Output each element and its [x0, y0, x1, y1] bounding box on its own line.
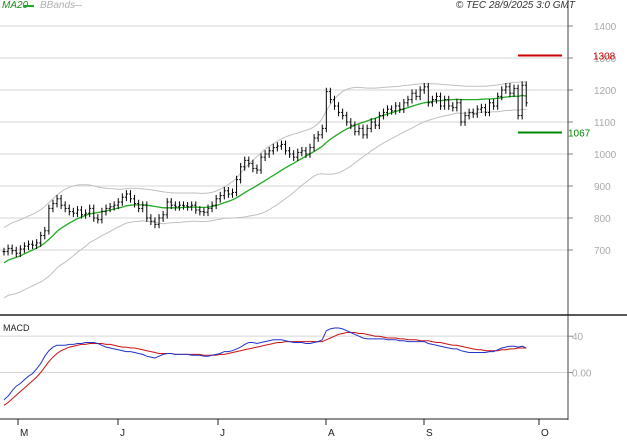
level-label: 1067	[568, 129, 591, 140]
price-tick-label: 1300	[594, 54, 617, 65]
level-label: 1308	[593, 51, 616, 62]
price-bars	[2, 81, 528, 258]
macd-title: MACD	[3, 323, 30, 333]
legend-ma20-swatch	[24, 5, 34, 7]
macd-tick-label: 0.00	[572, 369, 592, 380]
legend-bbands-swatch	[72, 5, 82, 6]
month-label: A	[328, 428, 335, 439]
level-lines	[518, 54, 562, 134]
macd-line	[3, 327, 527, 401]
price-tick-label: 1100	[594, 118, 616, 129]
month-label: M	[20, 428, 28, 439]
macd-signal-line	[3, 332, 527, 406]
month-label: S	[426, 428, 433, 439]
macd-tick-label: 40	[572, 332, 584, 343]
price-tick-label: 1000	[594, 150, 617, 161]
price-tick-label: 1400	[594, 22, 617, 33]
month-label: J	[220, 428, 225, 439]
price-tick-label: 1200	[594, 86, 617, 97]
price-tick-label: 800	[594, 214, 611, 225]
legend-ma20: MA20	[2, 0, 29, 11]
month-label: J	[120, 428, 125, 439]
bollinger-bands	[3, 81, 527, 299]
bband-upper-line	[3, 81, 527, 229]
month-label: O	[541, 428, 549, 439]
bband-lower-line	[3, 108, 527, 299]
axis-labels: 700 800 900 1000 1100 1200 1300 1400 1308 1067 0.0…	[3, 22, 617, 439]
legend-bbands: BBands	[40, 0, 76, 11]
macd-panel	[3, 327, 527, 406]
price-tick-label: 900	[594, 182, 611, 193]
ma20-line	[3, 94, 527, 264]
ma20-layer	[3, 94, 527, 264]
price-tick-label: 700	[594, 246, 611, 257]
axes	[0, 0, 627, 425]
copyright-credit: © TEC 28/9/2025 3:0 GMT	[455, 0, 575, 11]
